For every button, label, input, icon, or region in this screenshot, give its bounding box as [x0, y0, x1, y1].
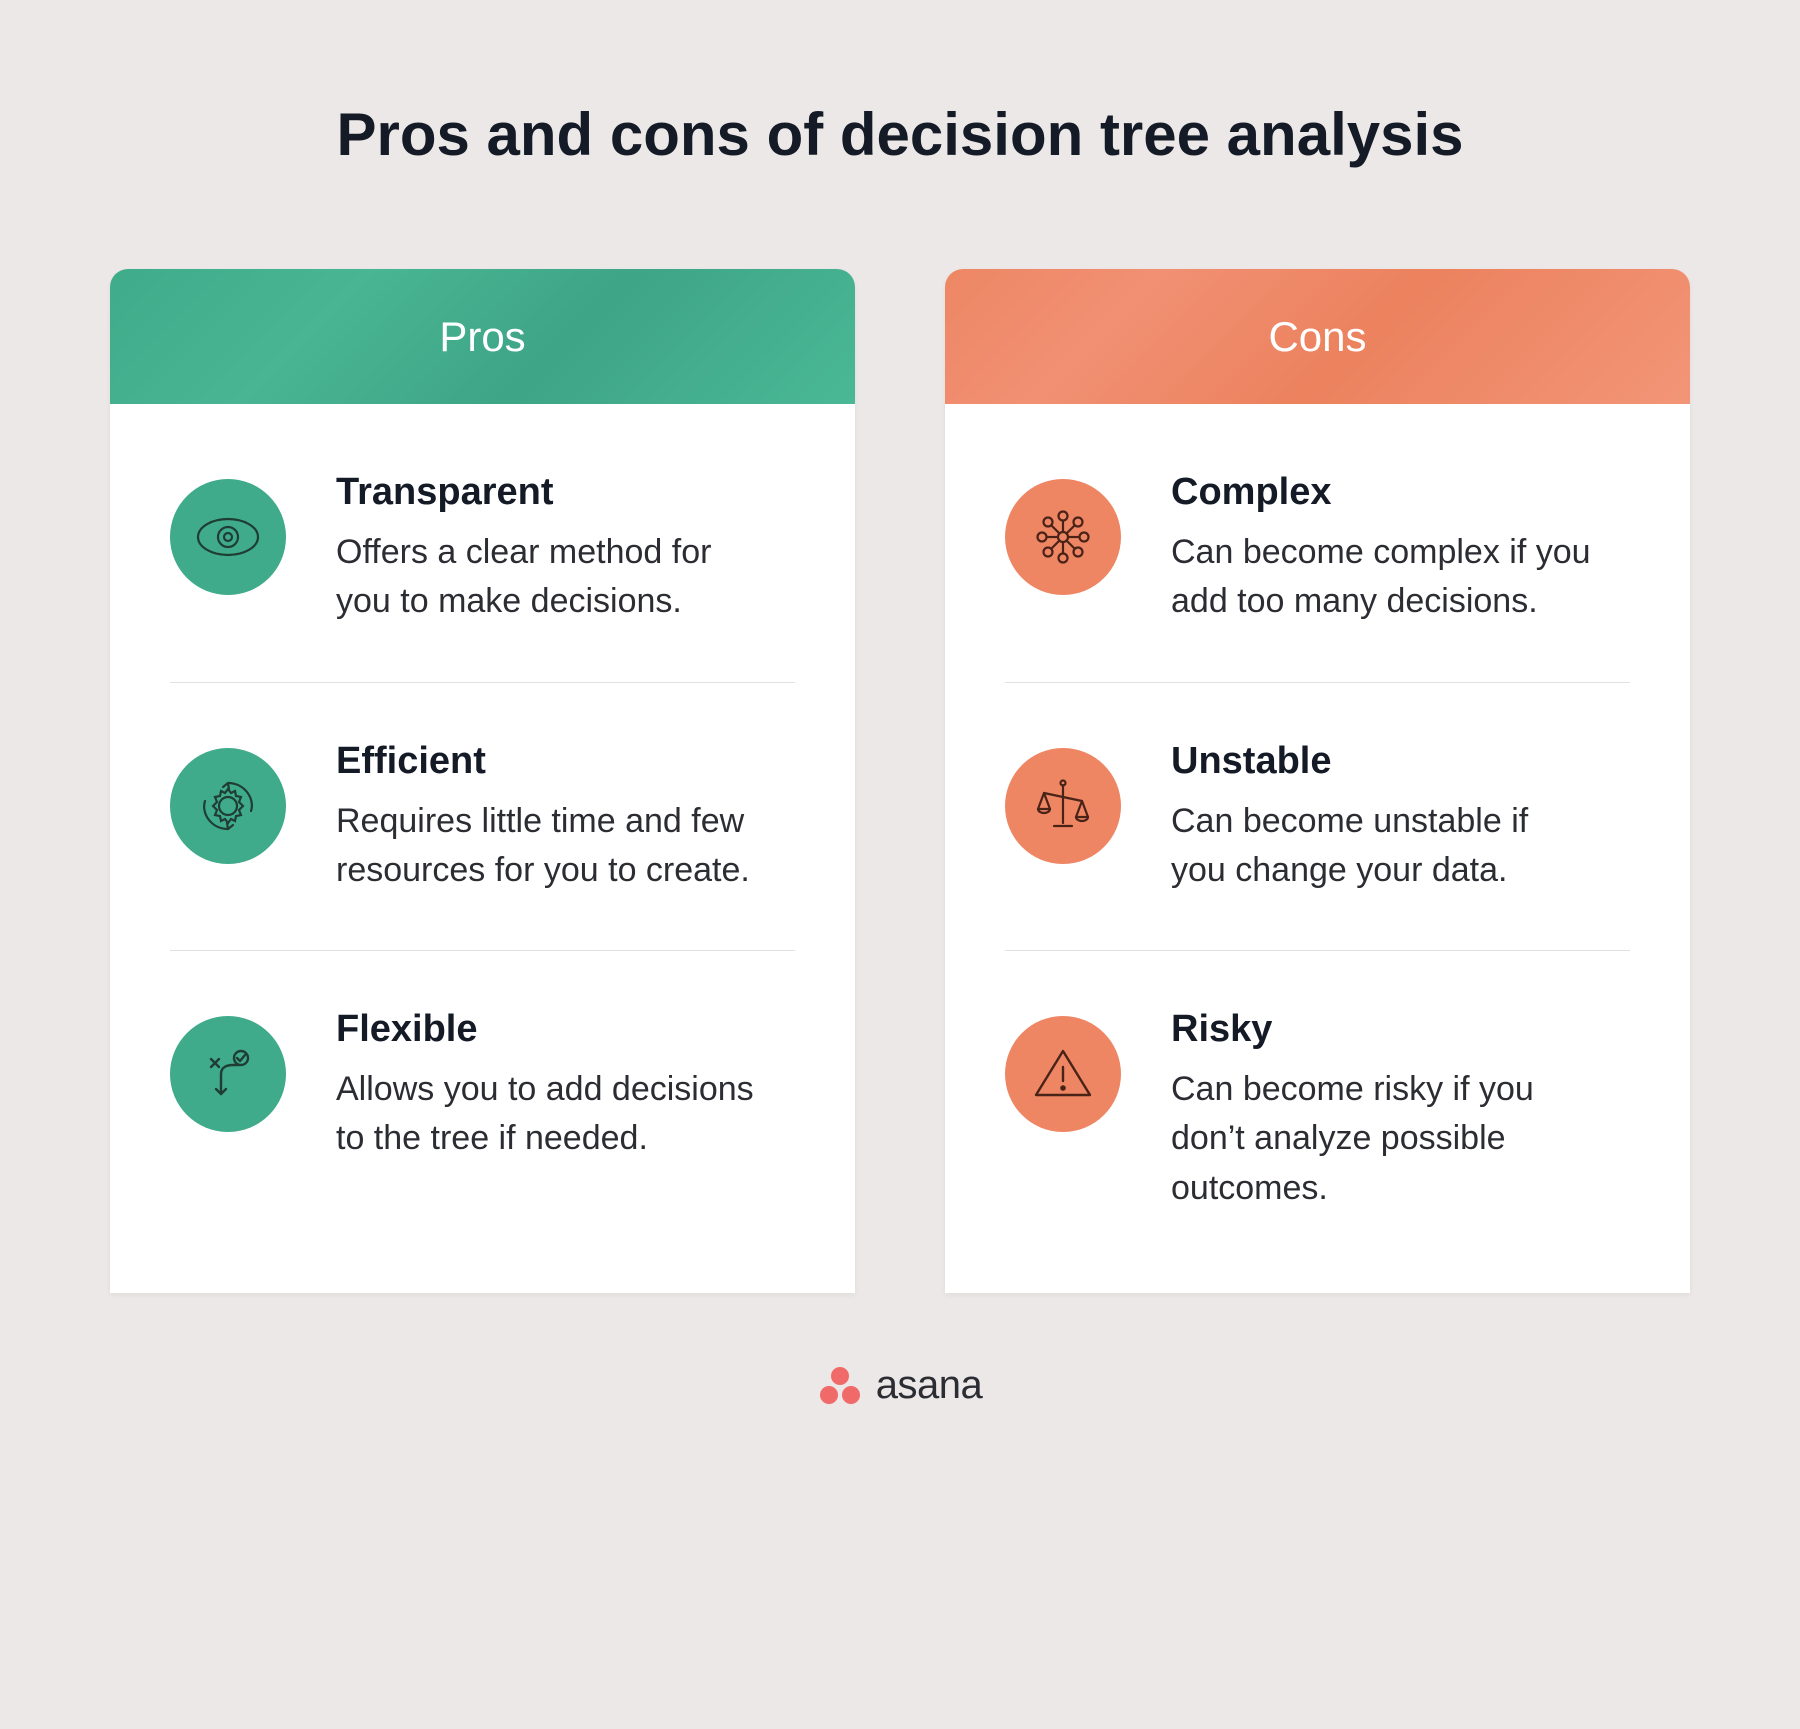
item-desc: Allows you to add decisions to the tree …: [336, 1065, 756, 1164]
item-title: Transparent: [336, 471, 795, 514]
network-icon: [1005, 479, 1121, 595]
path-icon: [170, 1016, 286, 1132]
cons-card: Cons: [945, 269, 1690, 1293]
list-item: Flexible Allows you to add decisions to …: [170, 951, 795, 1184]
footer: asana: [110, 1363, 1690, 1408]
pros-header: Pros: [110, 269, 855, 404]
warning-icon: [1005, 1016, 1121, 1132]
page-title: Pros and cons of decision tree analysis: [110, 100, 1690, 169]
pros-body: Transparent Offers a clear method for yo…: [110, 404, 855, 1244]
item-title: Efficient: [336, 740, 795, 783]
item-desc: Can become unstable if you change your d…: [1171, 797, 1591, 896]
item-title: Risky: [1171, 1008, 1630, 1051]
item-desc: Can become risky if you don’t analyze po…: [1171, 1065, 1591, 1213]
item-title: Unstable: [1171, 740, 1630, 783]
list-item: Complex Can become complex if you add to…: [1005, 414, 1630, 683]
eye-icon: [170, 479, 286, 595]
list-item: Unstable Can become unstable if you chan…: [1005, 683, 1630, 952]
columns-container: Pros Transparent Offers a clear method f…: [110, 269, 1690, 1293]
gear-icon: [170, 748, 286, 864]
scales-icon: [1005, 748, 1121, 864]
cons-header-label: Cons: [1268, 313, 1366, 361]
pros-card: Pros Transparent Offers a clear method f…: [110, 269, 855, 1293]
footer-brand: asana: [876, 1363, 982, 1408]
list-item: Transparent Offers a clear method for yo…: [170, 414, 795, 683]
list-item: Risky Can become risky if you don’t anal…: [1005, 951, 1630, 1233]
item-desc: Can become complex if you add too many d…: [1171, 528, 1591, 627]
cons-header: Cons: [945, 269, 1690, 404]
pros-header-label: Pros: [439, 313, 525, 361]
item-desc: Requires little time and few resources f…: [336, 797, 756, 896]
cons-body: Complex Can become complex if you add to…: [945, 404, 1690, 1293]
item-desc: Offers a clear method for you to make de…: [336, 528, 756, 627]
item-title: Flexible: [336, 1008, 795, 1051]
list-item: Efficient Requires little time and few r…: [170, 683, 795, 952]
asana-logo-icon: [818, 1364, 862, 1408]
item-title: Complex: [1171, 471, 1630, 514]
